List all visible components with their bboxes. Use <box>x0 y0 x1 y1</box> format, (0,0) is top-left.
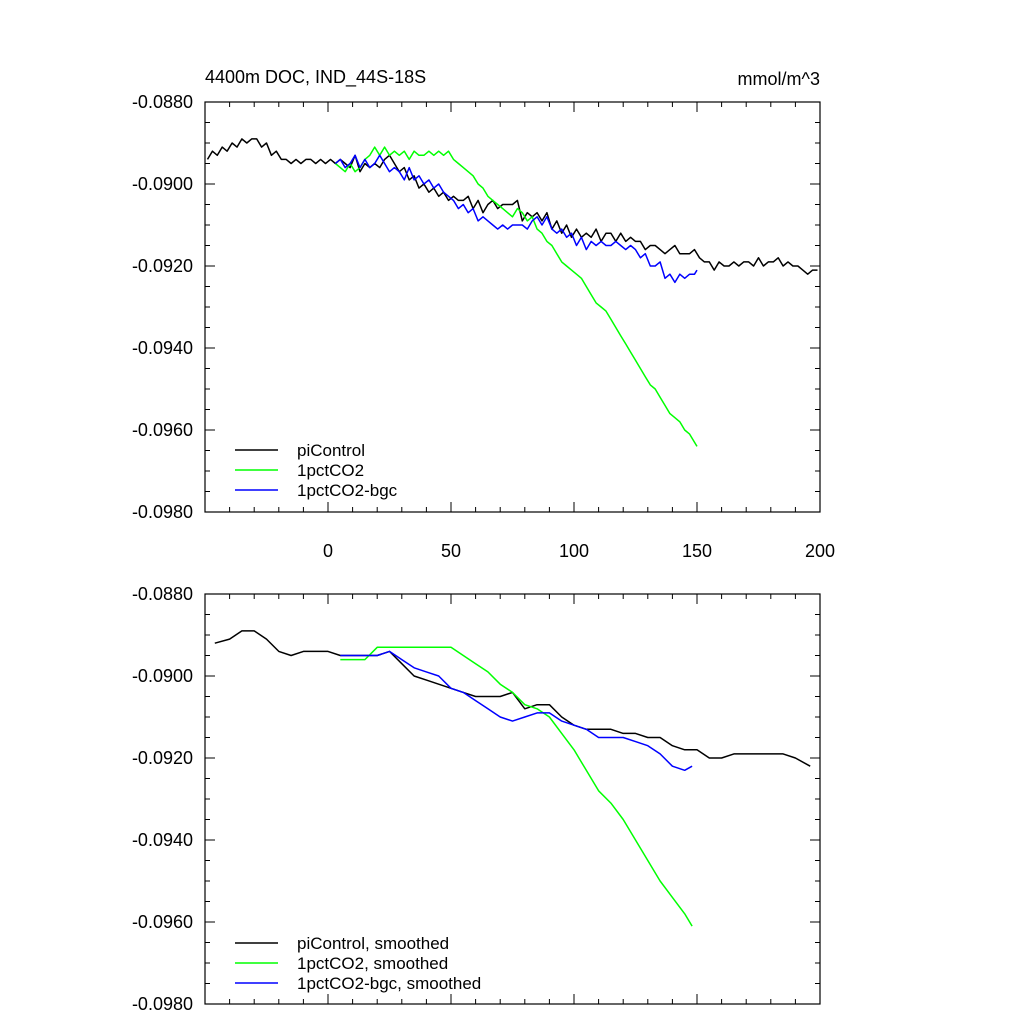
units-label: mmol/m^3 <box>738 69 820 89</box>
y-tick-label: -0.0960 <box>132 912 193 932</box>
y-tick-label: -0.0940 <box>132 830 193 850</box>
legend-entry: 1pctCO2, smoothed <box>297 954 448 973</box>
legend-entry: 1pctCO2 <box>297 461 364 480</box>
y-tick-label: -0.0980 <box>132 502 193 522</box>
legend-entry: 1pctCO2-bgc <box>297 481 398 500</box>
y-tick-label: -0.0880 <box>132 92 193 112</box>
legend-entry: piControl <box>297 441 365 460</box>
y-tick-label: -0.0920 <box>132 256 193 276</box>
x-tick-label: 0 <box>323 541 333 561</box>
x-tick-label: 100 <box>559 541 589 561</box>
y-tick-label: -0.0920 <box>132 748 193 768</box>
panel-top: -0.0880 -0.0900 -0.0920 -0.0940 -0.0960 -0.09… <box>132 92 835 561</box>
series-line <box>334 146 698 447</box>
series-line <box>214 630 811 767</box>
y-tick-label: -0.0900 <box>132 666 193 686</box>
y-tick-label: -0.0940 <box>132 338 193 358</box>
x-tick-label: 200 <box>805 541 835 561</box>
series-line <box>334 154 698 284</box>
x-tick-label: 50 <box>441 541 461 561</box>
y-tick-label: -0.0960 <box>132 420 193 440</box>
panel-bottom: -0.0880 -0.0900 -0.0920 -0.0940 -0.0960 -0.09… <box>132 584 821 1014</box>
series-line <box>206 138 818 275</box>
x-tick-label: 150 <box>682 541 712 561</box>
legend-entry: 1pctCO2-bgc, smoothed <box>297 974 481 993</box>
legend-entry: piControl, smoothed <box>297 934 449 953</box>
figure-title: 4400m DOC, IND_44S-18S <box>205 67 426 88</box>
y-tick-label: -0.0880 <box>132 584 193 604</box>
y-tick-label: -0.0980 <box>132 994 193 1014</box>
series-line <box>340 650 693 772</box>
series-line <box>340 646 693 927</box>
y-tick-label: -0.0900 <box>132 174 193 194</box>
